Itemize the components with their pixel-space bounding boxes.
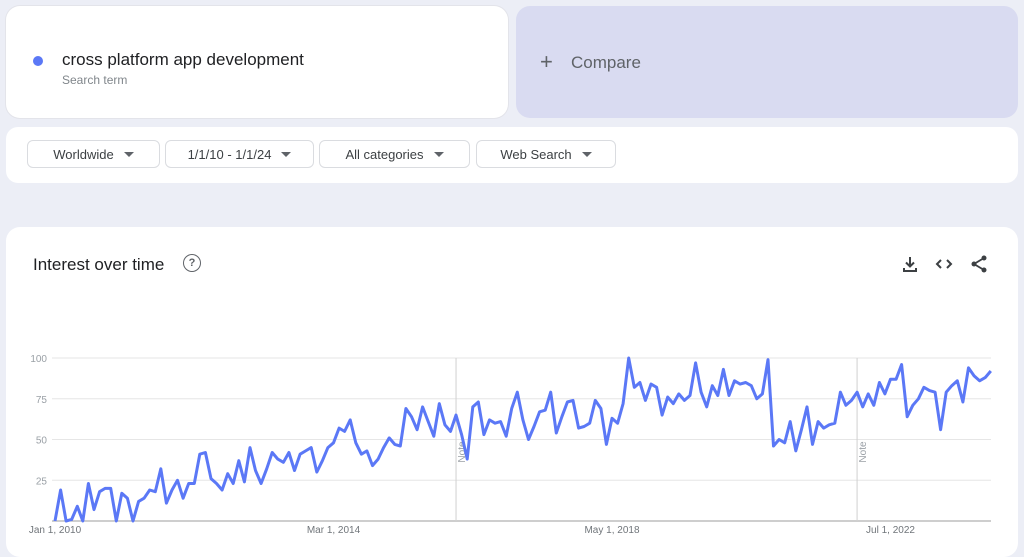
y-tick-label: 25 — [36, 476, 48, 487]
x-tick-label: May 1, 2018 — [584, 525, 639, 536]
y-tick-label: 50 — [36, 436, 48, 447]
note-label: Note — [858, 441, 869, 463]
x-tick-label: Jul 1, 2022 — [866, 525, 915, 536]
x-tick-label: Mar 1, 2014 — [307, 525, 361, 536]
y-tick-label: 100 — [30, 354, 47, 365]
y-tick-label: 75 — [36, 395, 48, 406]
x-tick-label: Jan 1, 2010 — [29, 525, 82, 536]
